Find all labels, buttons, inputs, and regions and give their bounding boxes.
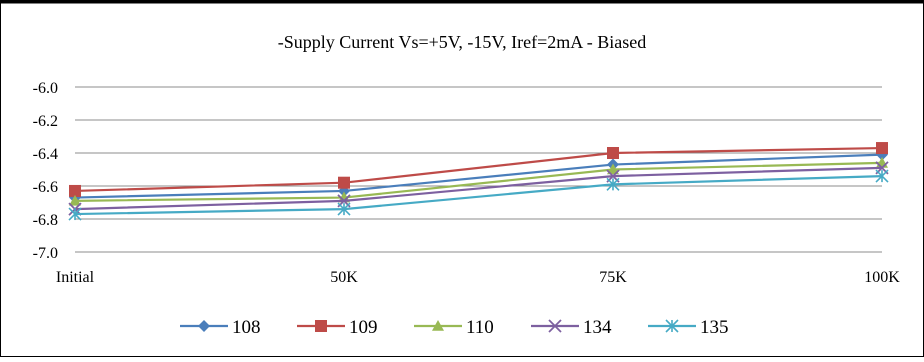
y-axis-tick-labels: -6.0 -6.2 -6.4 -6.6 -6.8 -7.0 — [33, 80, 58, 262]
x-tick-label: 50K — [330, 269, 358, 286]
y-tick-label: -6.8 — [33, 212, 58, 229]
series-line — [74, 146, 883, 193]
data-point-marker — [68, 207, 82, 221]
legend-item: 134 — [531, 317, 612, 338]
legend-item: 110 — [414, 317, 494, 338]
legend-label: 109 — [349, 317, 378, 338]
y-tick-label: -6.4 — [33, 146, 58, 163]
data-point-marker — [665, 319, 679, 333]
legend-label: 134 — [583, 317, 612, 338]
chart-title: -Supply Current Vs=+5V, -15V, Iref=2mA -… — [278, 32, 646, 52]
series-109 — [69, 142, 888, 197]
series-110 — [69, 156, 888, 206]
data-point-marker — [876, 142, 888, 155]
data-point-marker — [875, 169, 889, 183]
data-point-marker — [315, 320, 327, 332]
legend-label: 135 — [700, 317, 729, 338]
series-line — [74, 166, 883, 211]
legend-item: 108 — [180, 317, 261, 338]
data-point-marker — [337, 202, 351, 216]
series-line — [74, 153, 883, 199]
series-lines — [68, 142, 889, 221]
y-tick-label: -7.0 — [33, 245, 58, 262]
x-axis-tick-labels: Initial 50K 75K 100K — [56, 269, 900, 286]
y-tick-label: -6.0 — [33, 80, 58, 97]
data-point-marker — [607, 147, 619, 159]
data-point-marker — [198, 320, 210, 332]
data-point-marker — [548, 319, 562, 333]
legend-item: 109 — [297, 317, 378, 338]
series-135 — [68, 169, 889, 221]
data-point-marker — [338, 176, 350, 189]
data-point-marker — [432, 320, 444, 331]
series-line — [74, 161, 883, 202]
data-point-marker — [69, 194, 81, 206]
legend: 108 109 110 134 135 — [180, 317, 729, 338]
series-line — [74, 175, 883, 216]
data-point-marker — [69, 184, 81, 197]
legend-label: 110 — [466, 317, 494, 338]
legend-item: 135 — [648, 317, 729, 338]
legend-label: 108 — [232, 317, 261, 338]
y-tick-label: -6.2 — [33, 113, 58, 130]
x-tick-label: 100K — [864, 269, 900, 286]
y-tick-label: -6.6 — [33, 179, 58, 196]
data-point-marker — [606, 177, 620, 191]
x-tick-label: 75K — [599, 269, 627, 286]
x-tick-label: Initial — [56, 269, 95, 286]
data-point-marker — [607, 163, 619, 175]
